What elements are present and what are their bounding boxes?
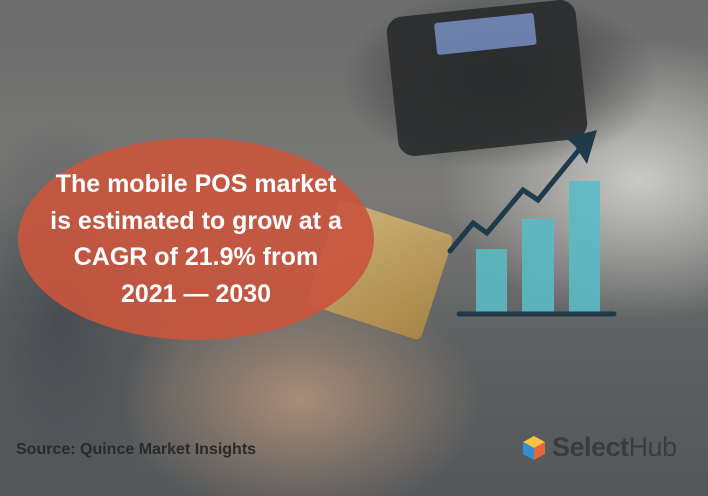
headline-line-4: 2021 — 2030 xyxy=(120,279,272,308)
headline-line-2: is estimated to grow at a xyxy=(50,206,342,235)
logo-text-bold: Select xyxy=(552,432,629,462)
selecthub-cube-icon xyxy=(523,435,545,460)
selecthub-logo: SelectHub xyxy=(521,432,677,463)
headline-line-1: The mobile POS market xyxy=(55,170,337,198)
source-text: Source: Quince Market Insights xyxy=(16,441,257,458)
bar-3 xyxy=(569,181,600,312)
headline-line-3: CAGR of 21.9% from xyxy=(73,243,319,271)
logo-text: SelectHub xyxy=(552,432,677,463)
bar-2 xyxy=(522,219,554,312)
headline: The mobile POS market is estimated to gr… xyxy=(18,166,374,312)
headline-bubble xyxy=(18,138,374,340)
logo-text-regular: Hub xyxy=(628,432,678,462)
bar-1 xyxy=(476,249,507,312)
trend-arrow-icon xyxy=(447,137,590,254)
arrow-head-icon xyxy=(566,130,597,164)
